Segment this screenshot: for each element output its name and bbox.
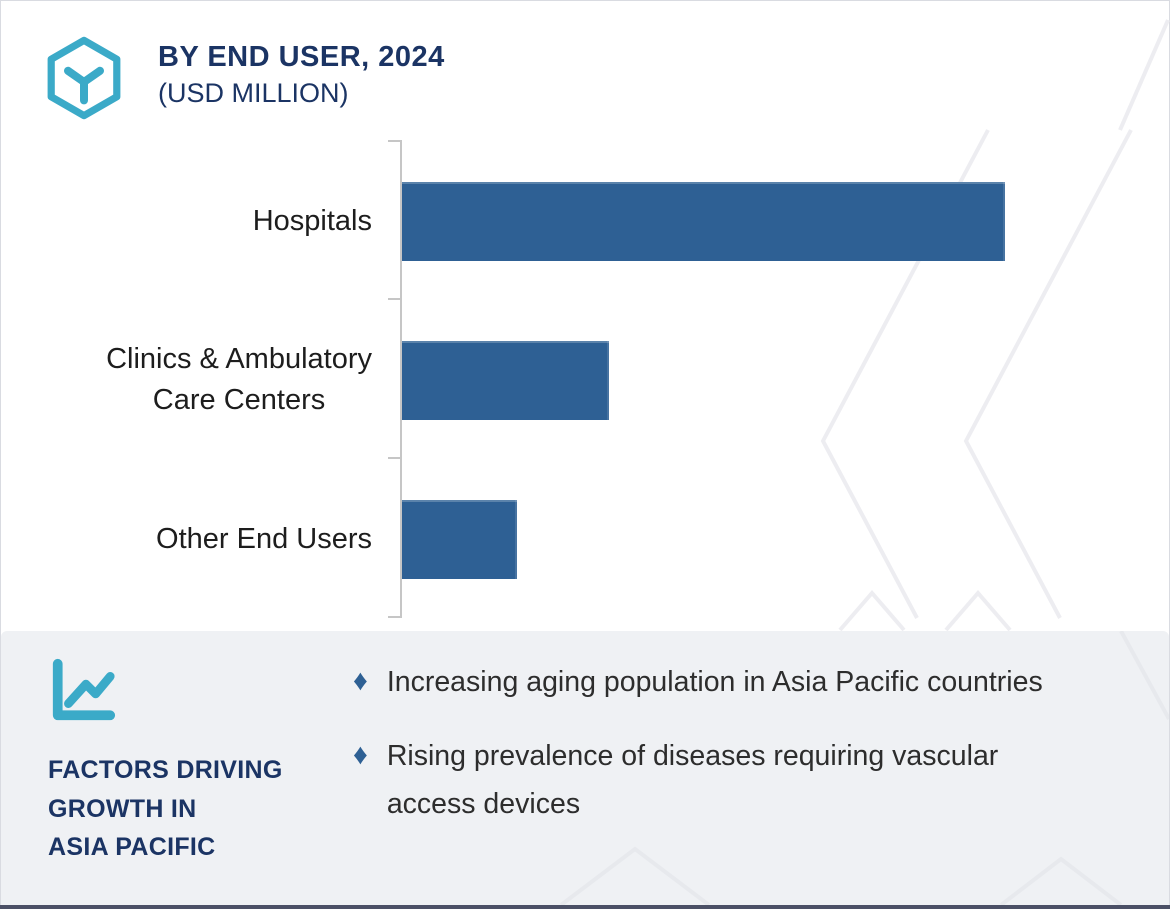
chart-subtitle: (USD MILLION) xyxy=(158,77,349,108)
bar-hospitals xyxy=(402,181,1005,261)
category-label-text: Care Centers xyxy=(152,384,326,416)
chart-row-clinics: Clinics & Ambulatory Care Centers xyxy=(0,301,1170,459)
bar-clinics xyxy=(402,340,609,420)
axis-tick xyxy=(388,140,402,142)
chart-row-other: Other End Users xyxy=(0,460,1170,618)
bottom-accent-bar xyxy=(0,905,1170,909)
bar-other-end-users xyxy=(402,499,518,579)
hexagon-y-icon xyxy=(47,36,121,120)
category-label-text: Clinics & Ambulatory xyxy=(106,343,372,376)
factors-list: ♦ Increasing aging population in Asia Pa… xyxy=(353,659,1069,855)
axis-tick xyxy=(388,298,402,300)
factors-heading-line: ASIA PACIFIC xyxy=(48,833,216,861)
factors-panel: FACTORS DRIVING GROWTH IN ASIA PACIFIC ♦… xyxy=(1,631,1169,905)
category-label-text: Hospitals xyxy=(252,204,372,237)
axis-tick xyxy=(388,457,402,459)
line-chart-icon xyxy=(52,658,116,721)
category-label-clinics: Clinics & Ambulatory Care Centers xyxy=(40,339,372,420)
header: BY END USER, 2024 (USD MILLION) xyxy=(44,36,445,120)
factor-text: Rising prevalence of diseases requiring … xyxy=(386,739,999,820)
factor-text: Increasing aging population in Asia Paci… xyxy=(386,666,1043,698)
chart-title: BY END USER, 2024 xyxy=(158,41,445,73)
category-label-other: Other End Users xyxy=(40,519,372,560)
factors-heading-line: GROWTH IN xyxy=(48,794,197,823)
factor-item: ♦ Increasing aging population in Asia Pa… xyxy=(353,659,1069,707)
bar-chart: Hospitals Clinics & Ambulatory Care Cent… xyxy=(0,140,1170,618)
diamond-bullet-icon: ♦ xyxy=(353,665,368,697)
y-axis-line xyxy=(400,140,402,618)
category-label-hospitals: Hospitals xyxy=(40,201,372,242)
diamond-bullet-icon: ♦ xyxy=(353,738,368,771)
factors-heading: FACTORS DRIVING GROWTH IN ASIA PACIFIC xyxy=(48,751,348,867)
chart-row-hospitals: Hospitals xyxy=(0,142,1170,300)
factor-item: ♦ Rising prevalence of diseases requirin… xyxy=(353,733,1069,829)
factors-heading-line: FACTORS DRIVING xyxy=(48,756,283,784)
category-label-text: Other End Users xyxy=(156,522,372,555)
axis-tick xyxy=(388,616,402,618)
